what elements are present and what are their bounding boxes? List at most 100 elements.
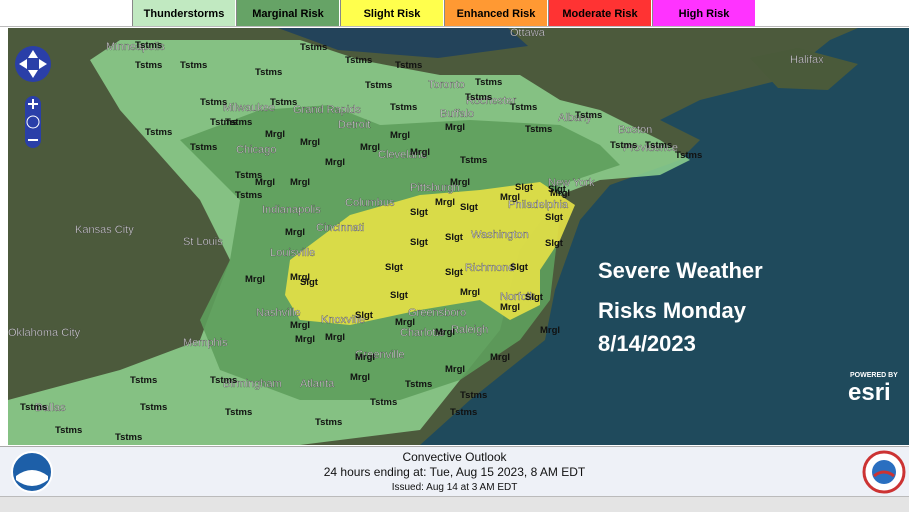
outlook-label: Tstms xyxy=(345,55,372,66)
city-label: Indianapolis xyxy=(262,204,321,216)
city-label: New York xyxy=(548,177,595,189)
noaa-logo xyxy=(11,451,53,493)
outlook-label: Slgt xyxy=(410,237,429,248)
outlook-label: Tstms xyxy=(675,150,702,161)
outlook-label: Tstms xyxy=(135,40,162,51)
city-label: Toronto xyxy=(428,79,465,91)
outlook-label: Tstms xyxy=(395,60,422,71)
city-label: Norfolk xyxy=(500,291,535,303)
city-label: Raleigh xyxy=(451,324,488,336)
outlook-label: Tstms xyxy=(610,140,637,151)
outlook-label: Mrgl xyxy=(265,129,285,140)
risk-labels: Tstms Tstms Tstms Tstms Tstms Tstms Tstms Tstms… xyxy=(20,40,702,443)
outlook-label: Slgt xyxy=(510,262,529,273)
outlook-label: Slgt xyxy=(545,212,564,223)
outlook-label: Mrgl xyxy=(500,302,520,313)
outlook-label: Slgt xyxy=(445,232,464,243)
outlook-label: Tstms xyxy=(370,397,397,408)
globe-icon xyxy=(26,115,40,129)
outlook-label: Tstms xyxy=(20,402,47,413)
outlook-label: Slgt xyxy=(445,267,464,278)
outlook-label: Tstms xyxy=(180,60,207,71)
outlook-label: Tstms xyxy=(140,402,167,413)
outlook-label: Tstms xyxy=(210,375,237,386)
zoom-bar[interactable] xyxy=(25,96,41,148)
city-label: Minneapolis xyxy=(106,41,165,53)
lakes xyxy=(278,28,528,58)
outlook-label: Mrgl xyxy=(295,334,315,345)
city-label: Rochester xyxy=(466,95,516,107)
city-label: Richmond xyxy=(465,262,515,274)
outlook-label: Mrgl xyxy=(445,122,465,133)
outlook-label: Tstms xyxy=(210,117,237,128)
ocean xyxy=(420,28,909,445)
city-label: Providence xyxy=(623,142,678,154)
city-label: Chicago xyxy=(236,144,276,156)
outlook-label: Tstms xyxy=(460,155,487,166)
city-label: Columbus xyxy=(345,197,395,209)
city-label: Louisville xyxy=(270,247,315,259)
outlook-label: Mrgl xyxy=(245,274,265,285)
outlook-label: Mrgl xyxy=(500,192,520,203)
outlook-label: Tstms xyxy=(575,110,602,121)
outlook-label: Slgt xyxy=(525,292,544,303)
city-label: Greenville xyxy=(355,349,405,361)
outlook-label: Mrgl xyxy=(325,157,345,168)
outlook-label: Tstms xyxy=(130,375,157,386)
city-label: Dallas xyxy=(35,402,66,414)
nova-scotia xyxy=(750,48,858,90)
map: Minneapolis Ottawa Toronto Halifax Milwaukee… xyxy=(8,28,909,445)
zoom-controls xyxy=(15,46,51,148)
city-label: Birmingham xyxy=(223,378,282,390)
outlook-label: Slgt xyxy=(390,290,409,301)
outlook-label: Tstms xyxy=(525,124,552,135)
bottom-bar xyxy=(0,496,909,512)
outlook-label: Mrgl xyxy=(540,325,560,336)
outlook-label: Mrgl xyxy=(350,372,370,383)
outlook-label: Tstms xyxy=(390,102,417,113)
outlook-label: Mrgl xyxy=(490,352,510,363)
outlook-label: Tstms xyxy=(135,60,162,71)
outlook-label: Tstms xyxy=(315,417,342,428)
city-label: Albany xyxy=(558,112,592,124)
outlook-label: Mrgl xyxy=(410,147,430,158)
outlook-label: Tstms xyxy=(510,102,537,113)
outlook-label: Mrgl xyxy=(290,320,310,331)
outlook-label: Tstms xyxy=(270,97,297,108)
legend-item: Thunderstorms xyxy=(132,0,235,26)
outlook-label: Tstms xyxy=(450,407,477,418)
nws-logo xyxy=(862,450,906,494)
pan-arrow xyxy=(28,70,38,78)
outlook-label: Tstms xyxy=(200,97,227,108)
outlook-label: Slgt xyxy=(355,310,374,321)
outlook-label: Mrgl xyxy=(255,177,275,188)
legend-item: Enhanced Risk xyxy=(444,0,547,26)
city-label: Halifax xyxy=(790,54,824,66)
outlook-label: Slgt xyxy=(300,277,319,288)
outlook-label: Slgt xyxy=(460,202,479,213)
outlook-label: Tstms xyxy=(115,432,142,443)
outlook-label: Tstms xyxy=(460,390,487,401)
city-label: Kansas City xyxy=(75,224,134,236)
outlook-label: Tstms xyxy=(235,190,262,201)
city-label: Oklahoma City xyxy=(8,327,81,339)
outlook-label: Slgt xyxy=(548,184,567,195)
pan-arrow xyxy=(28,50,38,58)
city-label: Milwaukee xyxy=(223,102,275,114)
outlook-label: Slgt xyxy=(515,182,534,193)
outlook-label: Tstms xyxy=(190,142,217,153)
outlook-label: Tstms xyxy=(300,42,327,53)
outlook-label: Slgt xyxy=(385,262,404,273)
city-label: Memphis xyxy=(183,337,228,349)
city-label: Ottawa xyxy=(510,28,546,39)
outlook-label: Tstms xyxy=(225,407,252,418)
legend-item: Slight Risk xyxy=(340,0,443,26)
legend-item: Marginal Risk xyxy=(236,0,339,26)
outlook-label: Tstms xyxy=(465,92,492,103)
city-label: Philadelphia xyxy=(508,199,569,211)
pan-control[interactable] xyxy=(15,46,51,82)
outlook-label: Tstms xyxy=(255,67,282,78)
legend-item: High Risk xyxy=(652,0,755,26)
outlook-label: Mrgl xyxy=(435,197,455,208)
outlook-label: Mrgl xyxy=(450,177,470,188)
